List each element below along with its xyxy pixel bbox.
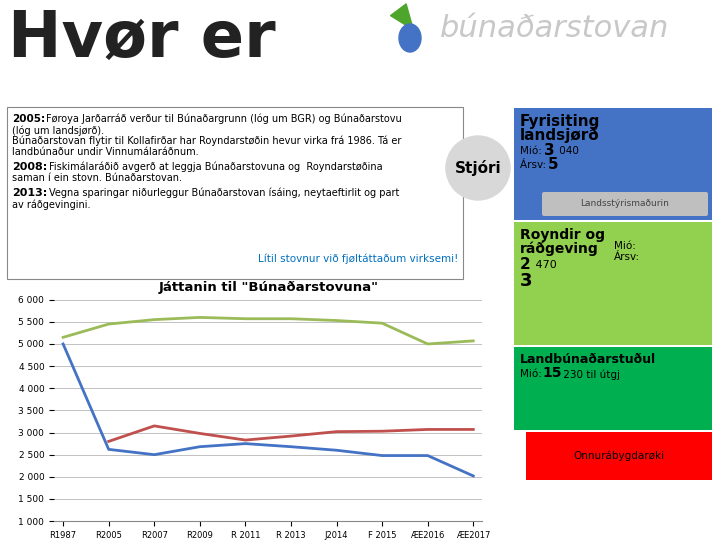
Text: Hvør er: Hvør er	[8, 8, 276, 70]
Búnaðargrunnur	[378, 428, 387, 435]
Text: Royndir og: Royndir og	[520, 228, 605, 242]
Samanlagt	[469, 338, 477, 344]
Text: Vegna sparingar niðurleggur Búnaðarstovan ísáing, neytaeftirlit og part: Vegna sparingar niðurleggur Búnaðarstova…	[49, 188, 400, 199]
Samanlagt	[104, 321, 113, 327]
Samanlagt	[378, 320, 387, 326]
Text: saman í ein stovn. Búnaðarstovan.: saman í ein stovn. Búnaðarstovan.	[12, 173, 182, 183]
Text: Mió:: Mió:	[614, 241, 636, 251]
Text: Fiskimálaráðið avgerð at leggja Búnaðarstovuna og  Royndarstøðina: Fiskimálaráðið avgerð at leggja Búnaðars…	[49, 162, 382, 172]
FancyBboxPatch shape	[526, 432, 712, 480]
Text: Ársv:: Ársv:	[520, 160, 549, 170]
Text: Mió:: Mió:	[520, 146, 545, 156]
Text: 5: 5	[548, 157, 559, 172]
Text: Lítil stovnur við fjøltáttaðum virksemi!: Lítil stovnur við fjøltáttaðum virksemi!	[258, 253, 458, 264]
Búnaðargrunnur	[287, 433, 295, 440]
Text: Landsstýrismaðurin: Landsstýrismaðurin	[580, 199, 670, 208]
Samanlagt	[332, 318, 341, 324]
FancyBboxPatch shape	[514, 347, 712, 430]
Text: landbúnaður undir Vinnumálaráðnum.: landbúnaður undir Vinnumálaráðnum.	[12, 147, 199, 157]
Búnaðargrunnur	[150, 423, 158, 429]
Title: Játtanin til "Búnaðarstovuna": Játtanin til "Búnaðarstovuna"	[158, 281, 378, 294]
Text: Føroya Jarðarráð verður til Búnaðargrunn (lóg um BGR) og Búnaðarstovu: Føroya Jarðarráð verður til Búnaðargrunn…	[46, 114, 402, 125]
Búnaðargrunnur	[469, 426, 477, 433]
Text: 2: 2	[520, 257, 531, 272]
Fíggjarlóg	[241, 441, 250, 447]
Búnaðargrunnur	[332, 428, 341, 435]
Text: Búnaðarstovan flytir til Kollafirðar har Royndarstøðin hevur virka frá 1986. Tá : Búnaðarstovan flytir til Kollafirðar har…	[12, 136, 401, 146]
Text: 230 til útgj: 230 til útgj	[560, 369, 620, 380]
Fíggjarlóg	[332, 447, 341, 454]
Fíggjarlóg	[469, 472, 477, 479]
Samanlagt	[196, 314, 204, 321]
Text: Onnurábygdarøki: Onnurábygdarøki	[573, 451, 665, 461]
Text: 3: 3	[520, 272, 533, 290]
Búnaðargrunnur	[423, 426, 432, 433]
Búnaðargrunnur	[196, 430, 204, 437]
FancyBboxPatch shape	[542, 192, 708, 216]
Text: Stjóri: Stjóri	[455, 160, 501, 176]
Text: 15: 15	[542, 366, 562, 380]
Text: 040: 040	[556, 146, 579, 156]
Samanlagt	[287, 315, 295, 322]
Text: 3: 3	[544, 143, 554, 158]
Text: Landbúnaðarstuðul: Landbúnaðarstuðul	[520, 353, 656, 366]
Text: Mió:: Mió:	[520, 369, 545, 379]
Line: Fíggjarlóg: Fíggjarlóg	[63, 344, 473, 476]
Text: Ársv:: Ársv:	[614, 252, 640, 262]
Búnaðargrunnur	[241, 437, 250, 443]
Text: landsjørð: landsjørð	[520, 128, 600, 143]
Line: Búnaðargrunnur: Búnaðargrunnur	[109, 426, 473, 441]
Text: 2005:: 2005:	[12, 114, 45, 124]
Fíggjarlóg	[378, 453, 387, 459]
Fíggjarlóg	[423, 453, 432, 459]
Text: búnaðarstovan: búnaðarstovan	[440, 14, 670, 43]
Text: 2008:: 2008:	[12, 162, 48, 172]
Fíggjarlóg	[59, 341, 68, 347]
Fíggjarlóg	[196, 443, 204, 450]
FancyBboxPatch shape	[7, 107, 463, 279]
Ellipse shape	[399, 24, 421, 52]
Fíggjarlóg	[150, 451, 158, 458]
Fíggjarlóg	[287, 443, 295, 450]
Samanlagt	[59, 334, 68, 341]
Samanlagt	[150, 316, 158, 323]
Samanlagt	[423, 341, 432, 347]
Text: 470: 470	[532, 260, 557, 270]
Samanlagt	[241, 315, 250, 322]
Circle shape	[446, 136, 510, 200]
Text: Fyrisiting: Fyrisiting	[520, 114, 600, 129]
Búnaðargrunnur	[104, 438, 113, 444]
FancyBboxPatch shape	[514, 108, 712, 220]
Text: 2013:: 2013:	[12, 188, 48, 198]
Line: Samanlagt: Samanlagt	[63, 318, 473, 344]
Fíggjarlóg	[104, 446, 113, 453]
Text: (lóg um landsjørð).: (lóg um landsjørð).	[12, 125, 104, 136]
Text: av ráðgevingini.: av ráðgevingini.	[12, 199, 91, 210]
Text: ráðgeving: ráðgeving	[520, 241, 599, 255]
FancyArrowPatch shape	[390, 4, 413, 30]
FancyBboxPatch shape	[514, 222, 712, 345]
